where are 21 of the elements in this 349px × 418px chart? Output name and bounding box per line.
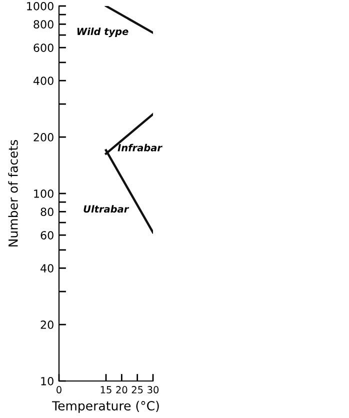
y-tick-label: 600 [34, 44, 54, 52]
series-label: Infrabar [118, 144, 162, 152]
x-tick-label: 0 [56, 386, 62, 394]
x-tick-label: 30 [148, 386, 159, 394]
series-label: Ultrabar [84, 205, 130, 213]
y-tick-label: 800 [34, 20, 54, 29]
y-tick-label: 100 [34, 189, 54, 198]
y-tick-label: 10 [41, 376, 54, 386]
y-tick-label: 20 [40, 320, 54, 329]
y-tick-label: 40 [40, 264, 54, 272]
series-label: Wild type [77, 28, 128, 38]
y-tick-label: 400 [33, 76, 54, 85]
x-tick-label: 20 [116, 386, 128, 394]
y-tick-label: 200 [34, 133, 54, 142]
x-axis-title: Temperature (°C) [52, 400, 159, 413]
y-tick-label: 80 [40, 208, 54, 216]
x-tick-label: 25 [132, 386, 143, 394]
x-tick-label: 15 [100, 386, 112, 394]
y-tick-label: 1000 [27, 2, 54, 10]
y-tick-label: 60 [40, 231, 54, 240]
y-axis-title: Number of facets [8, 140, 18, 246]
